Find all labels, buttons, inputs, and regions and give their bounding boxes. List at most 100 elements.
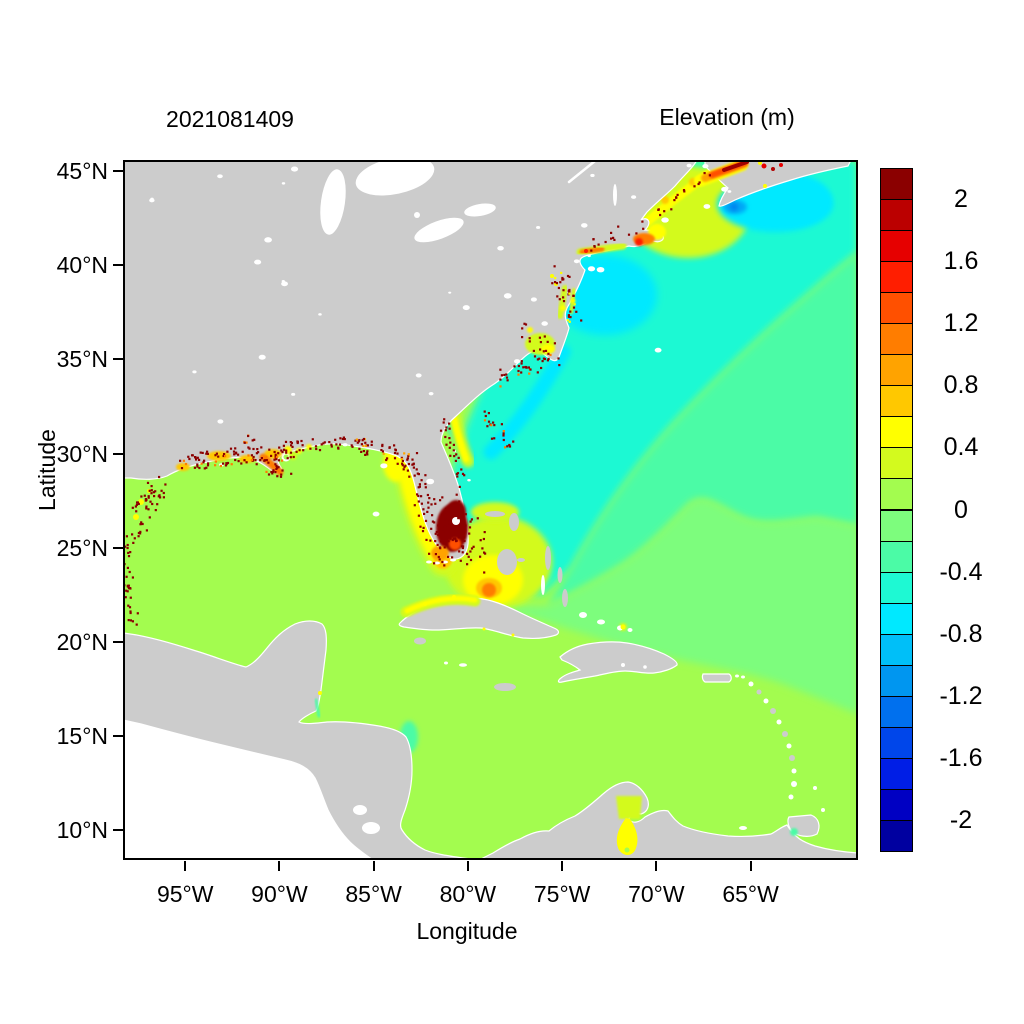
flood-speckle [215,452,218,455]
flood-speckle [234,447,237,450]
flood-speckle [150,492,153,495]
flood-speckle [407,454,410,458]
flood-speckle [663,210,666,213]
flood-speckle [223,453,226,456]
flood-speckle [226,450,229,453]
flood-speckle [549,353,552,357]
flood-speckle [439,547,442,550]
flood-speckle [566,274,570,278]
flood-speckle [456,475,459,478]
island [741,675,745,679]
flood-speckle [445,443,448,446]
outside-domain-region [123,720,371,860]
flood-speckle [334,438,337,441]
flood-speckle [146,481,150,484]
flood-speckle [403,452,406,455]
flood-speckle [407,453,410,456]
flood-speckle [226,461,230,465]
flood-speckle [458,500,461,503]
colorbar-cell [880,323,913,356]
lake [464,203,496,217]
island [545,546,551,570]
hotspot [446,500,466,524]
hotspot [560,305,566,311]
flood-speckle [273,450,276,454]
small-lake [513,359,521,364]
ocean-field [730,203,738,211]
island [497,549,517,575]
colorbar-cell [880,757,913,790]
flood-speckle [145,507,148,510]
flood-speckle [536,358,539,361]
flood-speckle [703,172,706,175]
flood-speckle [251,439,254,442]
flood-speckle [453,537,457,540]
flood-speckle [139,530,142,533]
flood-speckle [453,455,456,458]
y-tick-label: 40°N [56,252,108,279]
flood-speckle [260,457,263,460]
flood-speckle [492,421,495,424]
flood-speckle [517,373,520,376]
flood-speckle [388,446,391,449]
y-tick-mark [113,734,123,737]
island [789,755,795,761]
flood-speckle [158,475,161,479]
flood-speckle [408,475,411,478]
flood-speckle [243,441,246,444]
flood-speckle [698,181,701,184]
flood-speckle [520,371,523,374]
hotspot [527,327,533,333]
flood-speckle [309,447,312,450]
flood-speckle [417,473,420,476]
flood-speckle [250,459,253,462]
flood-speckle [443,525,446,528]
flood-speckle [356,441,359,444]
flood-speckle [196,463,199,466]
flood-speckle [441,560,444,564]
small-lake [581,223,588,228]
flood-speckle [464,524,467,527]
hotspot [482,627,486,631]
flood-speckle [424,474,427,477]
flood-speckle [469,558,473,562]
flood-speckle [433,498,436,501]
flood-speckle [546,340,549,343]
flood-speckle [547,352,550,355]
y-tick-label: 30°N [56,440,108,467]
x-tick-mark [184,861,187,871]
flood-speckle [137,502,140,505]
flood-speckle [419,525,422,528]
flood-speckle [401,464,404,467]
ocean-field [547,252,858,606]
colorbar-title: Elevation (m) [659,104,795,130]
flood-speckle [416,493,419,496]
flood-speckle [459,559,462,562]
flood-speckle [683,190,686,193]
flood-speckle [127,604,130,607]
flood-speckle [150,485,153,488]
island [735,674,739,678]
flood-speckle [417,486,420,489]
flood-speckle [505,376,509,379]
flood-speckle [444,513,447,516]
small-lake [573,259,580,264]
island [541,575,545,595]
flood-speckle [413,474,416,477]
flood-speckle [542,350,545,353]
colorbar-tick-label: -1.2 [939,681,983,710]
flood-speckle [555,282,558,285]
flood-speckle [366,453,369,456]
small-lake [654,347,662,353]
flood-speckle [145,498,148,502]
flood-speckle [396,462,399,465]
flood-speckle [554,281,557,284]
flood-speckle [635,232,638,235]
flood-speckle [277,466,280,469]
flood-speckle [502,432,505,435]
flood-speckle [274,463,277,466]
flood-speckle [433,562,436,565]
flood-speckle [205,466,208,469]
flood-speckle [196,465,199,468]
flood-speckle [430,503,433,506]
